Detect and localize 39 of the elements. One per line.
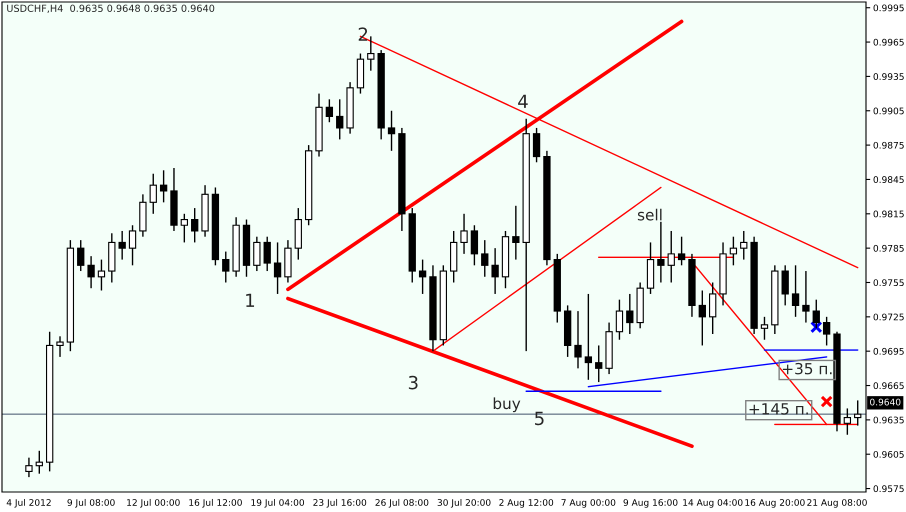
- x-tick-label: 7 Aug 00:00: [562, 499, 616, 508]
- annotation: 4: [518, 94, 528, 108]
- x-tick-label: 16 Jul 12:00: [189, 498, 242, 508]
- y-tick-label: 0.9875: [874, 142, 904, 149]
- annotation: +145 п.: [750, 403, 808, 415]
- annotation: sell: [638, 208, 662, 221]
- annotation: buy: [494, 397, 520, 412]
- y-tick-label: 0.9935: [874, 73, 904, 80]
- x-tick-label: 23 Jul 16:00: [313, 498, 366, 508]
- y-tick-label: 0.9605: [874, 450, 904, 458]
- x-tick-label: 12 Jul 00:00: [127, 498, 180, 508]
- y-tick-label: 0.9905: [874, 107, 904, 114]
- y-tick-label: 0.9695: [874, 348, 904, 355]
- y-tick-label: 0.9575: [874, 485, 904, 492]
- x-tick-label: 9 Aug 16:00: [624, 499, 678, 508]
- x-tick-label: 4 Jul 2012: [6, 498, 51, 508]
- x-tick-label: 2 Aug 12:00: [499, 499, 554, 508]
- chart-title: USDCHF,H4 0.9635 0.9648 0.9635 0.9640: [7, 4, 214, 13]
- y-tick-label: 0.9755: [874, 279, 904, 286]
- y-tick-label: 0.9995: [874, 4, 904, 12]
- annotation: 5: [535, 412, 544, 426]
- annotation: +35 п.: [782, 362, 832, 374]
- y-tick-label: 0.9785: [874, 244, 904, 252]
- y-tick-label: 0.9665: [874, 382, 904, 390]
- x-tick-label: 30 Jul 20:00: [438, 498, 491, 508]
- y-tick-label: 0.9725: [874, 314, 904, 320]
- y-tick-label: 0.9965: [874, 38, 904, 46]
- x-tick-label: 19 Jul 04:00: [251, 498, 304, 508]
- x-tick-label: 9 Jul 08:00: [67, 498, 115, 508]
- y-tick-label: 0.9635: [874, 416, 904, 424]
- x-tick-label: 21 Aug 08:00: [807, 499, 867, 508]
- x-tick-label: 14 Aug 04:00: [683, 499, 743, 508]
- y-tick-label: 0.9815: [874, 210, 904, 218]
- ref-line-label: 0.9640: [870, 398, 900, 406]
- x-tick-label: 26 Jul 08:00: [375, 498, 428, 508]
- annotation: 1: [246, 294, 254, 307]
- y-tick-label: 0.9845: [874, 176, 904, 184]
- x-tick-label: 16 Aug 20:00: [745, 499, 805, 508]
- annotation: 3: [408, 376, 418, 390]
